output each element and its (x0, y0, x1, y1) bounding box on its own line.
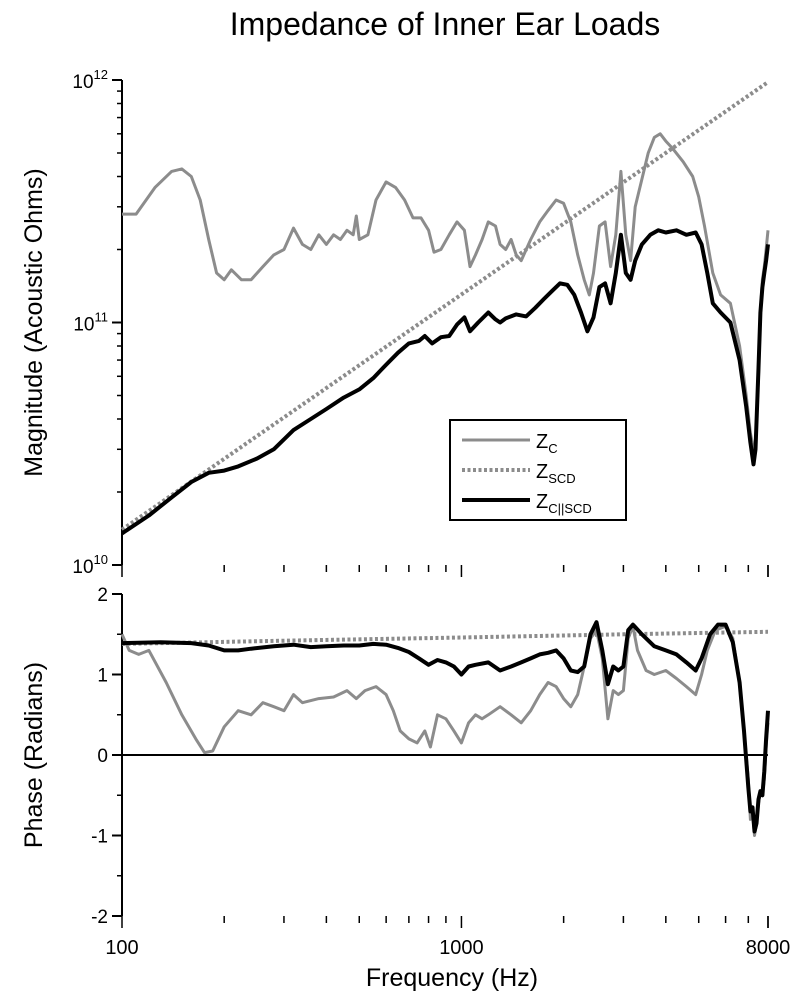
magnitude-series-z-c-scd (120, 228, 770, 536)
phase-series-z-scd (121, 629, 769, 646)
chart-title: Impedance of Inner Ear Loads (229, 6, 661, 42)
phase-y-tick-label: -1 (91, 827, 108, 848)
legend-entry: ZSCD (536, 461, 576, 486)
x-tick-label: 100 (105, 937, 138, 959)
phase-y-axis-label: Phase (Radians) (20, 662, 48, 848)
legend-entry: ZC (536, 431, 558, 456)
phase-series-z-c-scd (121, 620, 770, 834)
phase-y-tick-label: 2 (97, 585, 108, 606)
x-tick-label: 1000 (439, 937, 484, 959)
legend-entry: ZC||SCD (536, 491, 592, 516)
magnitude-y-tick-label: 1010 (72, 552, 108, 578)
magnitude-y-tick-label: 1012 (72, 67, 108, 93)
phase-series-z-c (120, 624, 770, 837)
phase-y-tick-label: -2 (91, 907, 108, 928)
x-tick-label: 8000 (746, 937, 791, 959)
magnitude-series-z-scd (120, 80, 770, 532)
x-axis-label: Frequency (Hz) (366, 964, 538, 992)
phase-y-tick-label: 1 (97, 666, 108, 687)
phase-y-tick-label: 0 (97, 746, 108, 767)
magnitude-y-tick-label: 1011 (73, 310, 108, 336)
magnitude-y-axis-label: Magnitude (Acoustic Ohms) (20, 168, 48, 476)
magnitude-series-z-c (122, 132, 770, 451)
